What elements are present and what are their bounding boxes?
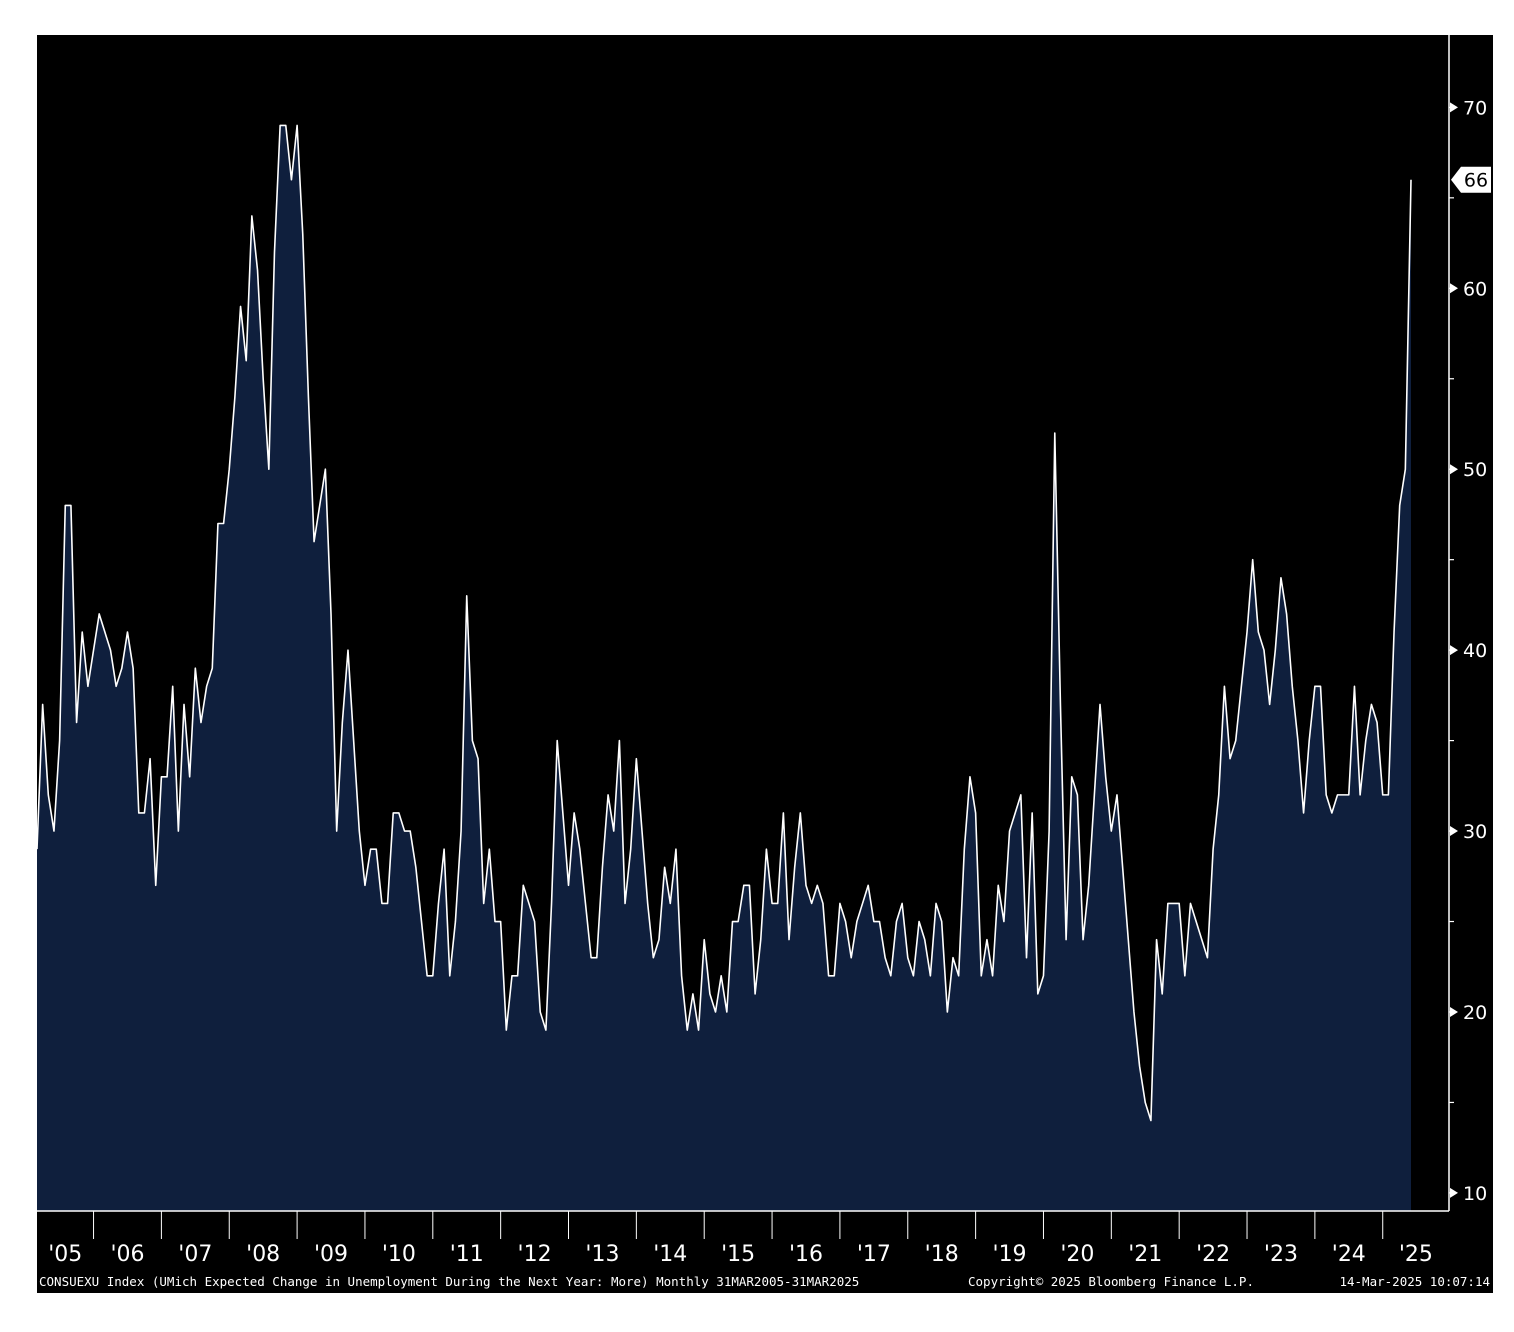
y-tick-marker xyxy=(1450,102,1458,113)
y-tick-marker xyxy=(1450,464,1458,475)
last-value-label: 66 xyxy=(1464,170,1488,192)
x-tick-label: '18 xyxy=(925,1242,959,1267)
x-tick-label: '22 xyxy=(1196,1242,1230,1267)
y-axis: 10 20 30 40 50 60 70 xyxy=(1448,35,1487,1211)
x-tick-label: '16 xyxy=(789,1242,823,1267)
last-value-box xyxy=(1451,166,1491,193)
series-area xyxy=(37,125,1411,1212)
series-line xyxy=(36,124,1412,1122)
x-tick-label: '11 xyxy=(450,1242,484,1267)
y-tick-label: 10 xyxy=(1463,1183,1487,1205)
x-tick-label: '23 xyxy=(1264,1242,1298,1267)
x-tick-label: '06 xyxy=(110,1242,144,1267)
y-tick-marker xyxy=(1450,283,1458,294)
x-axis: '05 '06 '07 '08 '09 '10 '11 '12 '13 '14 '15 '16 '17 '… xyxy=(37,1210,1449,1267)
x-tick-label: '20 xyxy=(1060,1242,1094,1267)
y-tick-label: 40 xyxy=(1463,640,1487,662)
y-tick-label: 60 xyxy=(1463,278,1487,300)
y-tick-marker xyxy=(1450,645,1458,656)
footer-description: CONSUEXU Index (UMich Expected Change in… xyxy=(39,1274,859,1289)
x-tick-label: '08 xyxy=(246,1242,280,1267)
x-tick-label: '24 xyxy=(1332,1242,1366,1267)
x-tick-label: '09 xyxy=(314,1242,348,1267)
last-value-tag: 66 xyxy=(1451,166,1491,193)
y-tick-label: 70 xyxy=(1463,97,1487,119)
y-tick-label: 30 xyxy=(1463,821,1487,843)
x-tick-label: '21 xyxy=(1128,1242,1162,1267)
y-tick-marker xyxy=(1450,826,1458,837)
x-tick-label: '10 xyxy=(382,1242,416,1267)
x-tick-label: '19 xyxy=(993,1242,1027,1267)
x-tick-label: '05 xyxy=(48,1242,82,1267)
x-tick-label: '15 xyxy=(721,1242,755,1267)
footer-timestamp: 14-Mar-2025 10:07:14 xyxy=(1339,1274,1490,1289)
x-tick-label: '25 xyxy=(1399,1242,1433,1267)
x-tick-label: '07 xyxy=(178,1242,212,1267)
footer: CONSUEXU Index (UMich Expected Change in… xyxy=(39,1274,1490,1289)
footer-copyright: Copyright© 2025 Bloomberg Finance L.P. xyxy=(968,1274,1254,1289)
x-tick-label: '13 xyxy=(585,1242,619,1267)
x-tick-label: '17 xyxy=(857,1242,891,1267)
x-tick-label: '12 xyxy=(518,1242,552,1267)
y-tick-label: 50 xyxy=(1463,459,1487,481)
y-tick-marker xyxy=(1450,1187,1458,1198)
y-tick-label: 20 xyxy=(1463,1002,1487,1024)
y-tick-marker xyxy=(1450,1006,1458,1017)
x-tick-label: '14 xyxy=(653,1242,687,1267)
